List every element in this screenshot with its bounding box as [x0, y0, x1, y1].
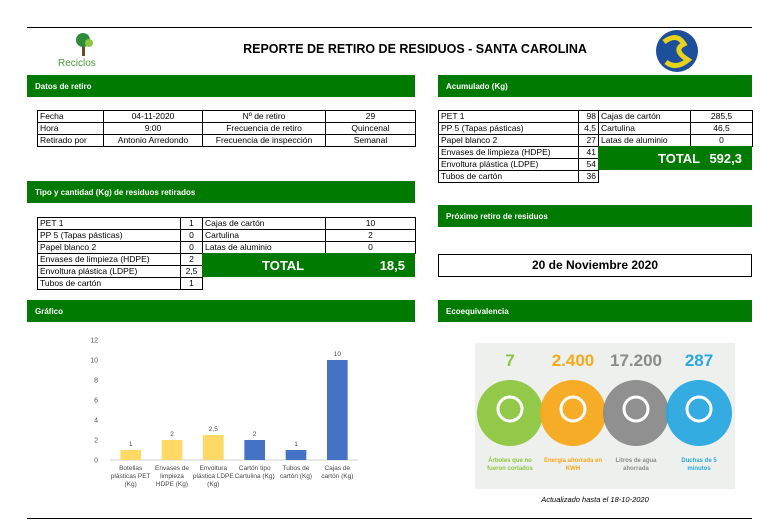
- bar: [161, 440, 183, 460]
- eco-label: Árboles que no fueron cortados: [487, 458, 533, 472]
- next-pickup-date: 20 de Noviembre 2020: [438, 254, 752, 277]
- eco-icon: [559, 395, 587, 423]
- bottom-rule: [27, 518, 752, 519]
- total-value: 592,3: [709, 150, 742, 166]
- section-header: Datos de retiro: [27, 75, 415, 97]
- data-label: 1: [294, 441, 298, 448]
- reciclos-logo-icon: [76, 33, 93, 56]
- y-tick-label: 10: [90, 358, 98, 365]
- x-tick-label: Envoltura plástica LDPE (Kg): [192, 465, 234, 488]
- data-label: 1: [129, 441, 133, 448]
- x-tick-label: Cartón tipo Cartulina (Kg): [234, 465, 275, 480]
- table-cell: 36: [578, 170, 599, 183]
- data-label: 10: [334, 351, 342, 358]
- total-box: TOTAL 592,3: [598, 146, 752, 170]
- section-header: Ecoequivalencia: [438, 300, 752, 322]
- bar: [285, 450, 307, 460]
- eco-icon: [685, 395, 713, 423]
- table-cell: Antonio Arredondo: [103, 134, 203, 147]
- total-value: 18,5: [379, 257, 405, 273]
- table-cell: Semanal: [325, 134, 416, 147]
- bar: [244, 440, 265, 460]
- total-label: TOTAL: [262, 257, 305, 273]
- table-cell: Tubos de cartón: [438, 170, 579, 183]
- y-tick-label: 0: [94, 458, 98, 465]
- eco-circle: [603, 380, 669, 446]
- eco-icon: [496, 395, 524, 423]
- report-title: REPORTE DE RETIRO DE RESIDUOS - SANTA CA…: [243, 42, 587, 56]
- data-label: 2: [170, 431, 174, 438]
- bar: [203, 435, 224, 460]
- x-tick-label: Cajas de cartón (Kg): [321, 465, 354, 480]
- table-cell: Retirado por: [37, 134, 104, 147]
- bar: [120, 450, 141, 460]
- updated-note: Actualizado hasta el 18-10-2020: [541, 495, 649, 504]
- logo-text: Reciclos: [58, 58, 96, 69]
- table-cell: 1: [180, 277, 203, 290]
- ecoequivalencia-graphic: 7 2.400 17.200 287: [475, 343, 735, 489]
- table-cell: Frecuencia de inspección: [202, 134, 326, 147]
- x-tick-label: Tubos de cartón (Kg): [279, 465, 313, 480]
- eco-value: 7: [505, 351, 514, 370]
- data-label: 2,5: [209, 426, 218, 433]
- data-label: 2: [253, 431, 257, 438]
- eco-icon: [622, 395, 650, 423]
- y-tick-label: 4: [94, 418, 98, 425]
- eco-value: 287: [685, 351, 713, 370]
- y-tick-label: 2: [94, 438, 98, 445]
- y-tick-label: 6: [94, 398, 98, 405]
- bar: [327, 360, 348, 460]
- total-label: TOTAL: [658, 150, 701, 166]
- eco-value: 2.400: [552, 351, 595, 370]
- eco-label: Litros de agua ahorrada: [615, 458, 657, 472]
- eco-circle: [477, 380, 543, 446]
- x-tick-label: Botellas plásticas PET (Kg): [110, 465, 151, 488]
- section-header: Tipo y cantidad (Kg) de residuos retirad…: [27, 181, 415, 203]
- santa-carolina-logo: [656, 30, 698, 72]
- section-header: Próximo retiro de residuos: [438, 205, 752, 227]
- section-header: Acumulado (Kg): [438, 75, 752, 97]
- section-header: Gráfico: [27, 300, 415, 322]
- eco-value: 17.200: [610, 351, 662, 370]
- eco-circle: [666, 380, 732, 446]
- y-tick-label: 12: [90, 338, 98, 345]
- eco-label: Energía ahorrada en KWH: [543, 458, 603, 472]
- top-rule: [27, 27, 752, 28]
- eco-circle: [540, 380, 606, 446]
- x-tick-label: Envases de limpieza HDPE (Kg): [155, 465, 189, 488]
- table-cell: Tubos de cartón: [37, 277, 181, 290]
- total-box: TOTAL 18,5: [202, 253, 415, 277]
- y-tick-label: 8: [94, 378, 98, 385]
- eco-label: Duchas de 5 minutos: [681, 458, 717, 472]
